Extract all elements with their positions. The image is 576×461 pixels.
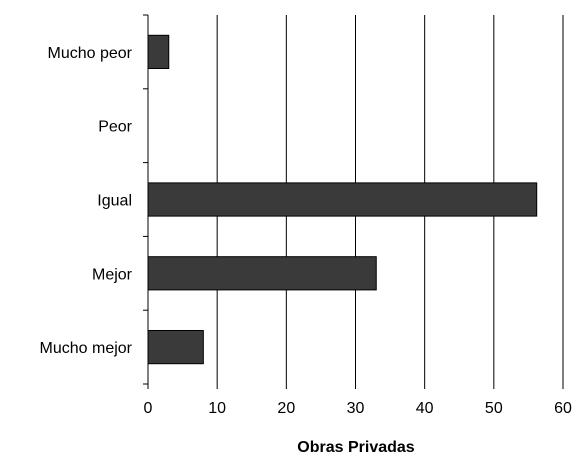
- bar-mejor: [147, 256, 377, 291]
- x-tick-label-40: 40: [416, 400, 434, 417]
- x-tick-label-20: 20: [277, 400, 295, 417]
- bar-mucho-peor: [147, 34, 170, 70]
- x-tick-label-60: 60: [554, 400, 572, 417]
- x-tick-label-10: 10: [208, 400, 226, 417]
- category-labels: Mucho peor Peor Igual Mejor Mucho mejor: [40, 45, 133, 357]
- category-label-mucho-mejor: Mucho mejor: [40, 340, 133, 357]
- bar-igual: [147, 182, 538, 217]
- category-label-mejor: Mejor: [92, 266, 133, 283]
- x-tick-labels: 0 10 20 30 40 50 60: [144, 400, 572, 417]
- category-label-mucho-peor: Mucho peor: [48, 45, 133, 62]
- x-axis-title: Obras Privadas: [297, 439, 415, 456]
- bar-mucho-mejor: [147, 329, 204, 365]
- x-tick-label-30: 30: [347, 400, 365, 417]
- x-tick-label-50: 50: [485, 400, 503, 417]
- bars: [147, 34, 538, 365]
- category-label-peor: Peor: [98, 119, 132, 136]
- x-tick-label-0: 0: [144, 400, 153, 417]
- axes: [143, 14, 564, 389]
- category-label-igual: Igual: [97, 193, 132, 210]
